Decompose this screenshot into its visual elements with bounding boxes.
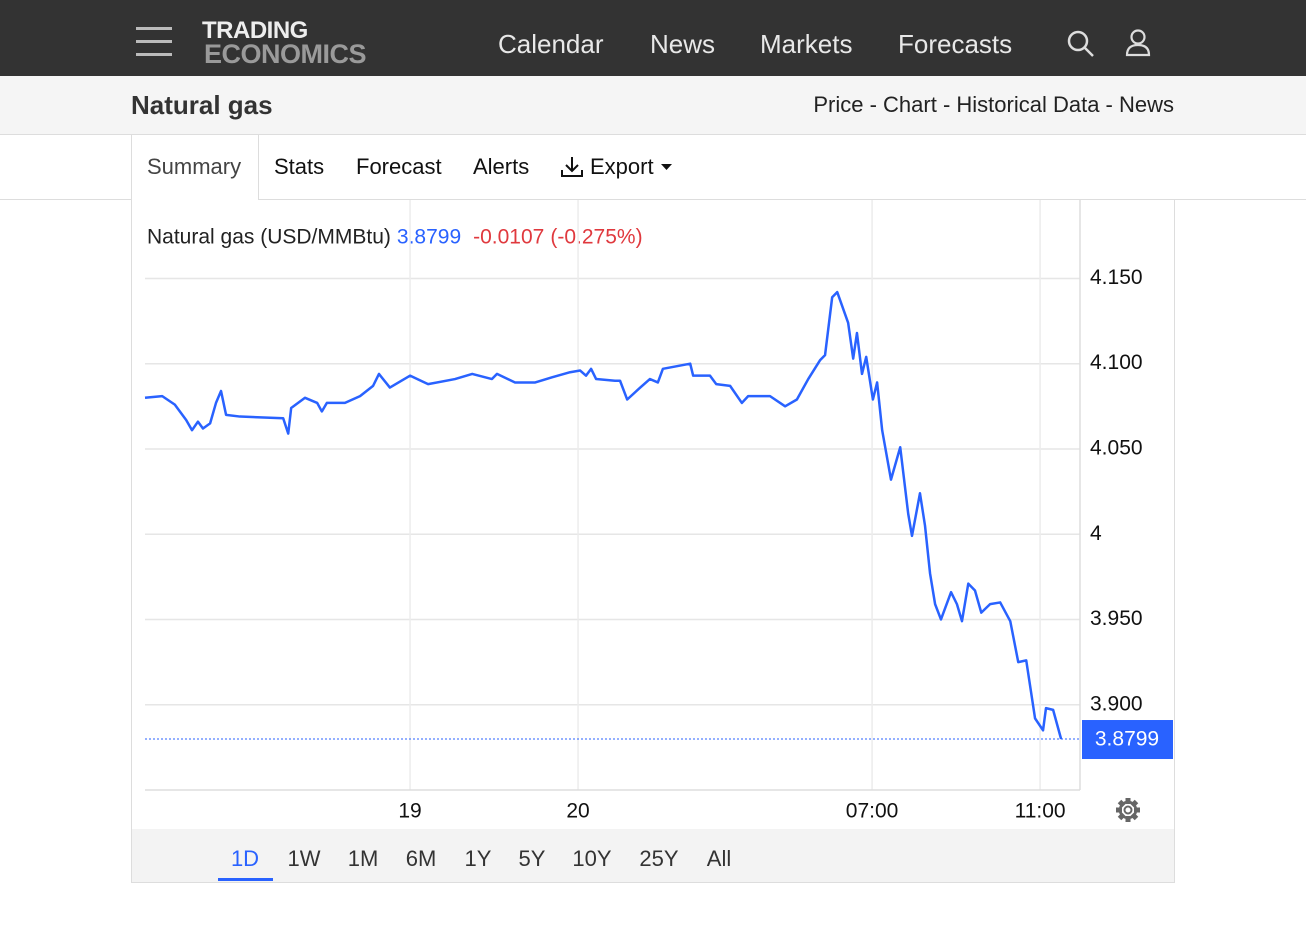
export-icon[interactable]: [560, 155, 584, 179]
range-active-underline: [218, 878, 273, 881]
price-line: [144, 290, 1063, 740]
range-button[interactable]: 1M: [347, 846, 379, 871]
y-tick-label: 4.100: [1090, 351, 1143, 374]
gear-hole: [1123, 805, 1133, 815]
menu-icon[interactable]: [136, 27, 172, 57]
x-tick-label: 11:00: [1015, 800, 1066, 823]
y-tick-label: 4.150: [1090, 266, 1143, 289]
nav-link[interactable]: Markets: [760, 29, 853, 59]
legend-price: 3.8799: [397, 226, 461, 249]
legend-change-pct: (-0.275%): [550, 226, 642, 249]
chart-panel: [131, 200, 1175, 883]
nav-link[interactable]: Forecasts: [898, 29, 1013, 59]
x-tick-label: 07:00: [846, 800, 899, 823]
chart: Natural gas (USD/MMBtu) 3.8799 -0.0107 (-0…: [144, 200, 1173, 823]
search-icon[interactable]: [1066, 29, 1096, 59]
tab[interactable]: Alerts: [473, 154, 530, 179]
tab[interactable]: Stats: [274, 154, 325, 179]
y-tick-label: 4.050: [1090, 437, 1143, 460]
range-button[interactable]: All: [706, 846, 732, 871]
top-nav: TRADING ECONOMICS Calendar News Markets …: [0, 0, 1306, 76]
settings-icon[interactable]: [1116, 798, 1140, 822]
title-bar: Natural gas Price - Chart - Historical D…: [0, 76, 1306, 135]
tab[interactable]: Forecast: [356, 154, 442, 179]
nav-link[interactable]: News: [650, 29, 716, 59]
range-button[interactable]: 1W: [287, 846, 321, 871]
gear-ring: [1118, 800, 1138, 820]
header-links[interactable]: Price - Chart - Historical Data - News: [813, 92, 1174, 117]
range-button[interactable]: 10Y: [572, 846, 612, 871]
x-tick-label: 19: [398, 800, 421, 823]
legend-name: Natural gas (USD/MMBtu): [147, 226, 391, 249]
legend-change: -0.0107: [473, 226, 544, 249]
y-tick-label: 4: [1090, 522, 1102, 545]
page-title: Natural gas: [131, 90, 273, 120]
logo-bottom[interactable]: ECONOMICS: [204, 39, 367, 69]
active-tab-box: [131, 135, 259, 200]
current-price-label: 3.8799: [1095, 728, 1159, 751]
range-button[interactable]: 1Y: [464, 846, 492, 871]
tab-border: [0, 199, 1306, 200]
nav-link[interactable]: Calendar: [498, 29, 604, 59]
current-price-tag: [1082, 720, 1173, 760]
range-button[interactable]: 1D: [230, 846, 260, 871]
y-tick-label: 3.950: [1090, 607, 1143, 630]
user-icon[interactable]: [1124, 28, 1154, 58]
x-tick-label: 20: [566, 800, 589, 823]
y-tick-label: 3.900: [1090, 692, 1143, 715]
range-button[interactable]: 5Y: [518, 846, 546, 871]
range-bar: [132, 829, 1174, 882]
tab[interactable]: Export: [590, 154, 654, 179]
range-button[interactable]: 25Y: [639, 846, 679, 871]
range-button[interactable]: 6M: [405, 846, 437, 871]
caret: [661, 164, 672, 170]
tab[interactable]: Summary: [147, 154, 242, 179]
logo-top[interactable]: TRADING: [202, 17, 308, 44]
